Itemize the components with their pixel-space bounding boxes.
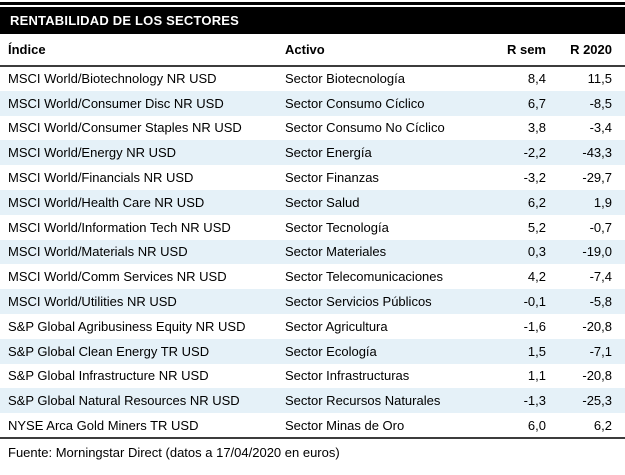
cell-r-2020: 1,9 <box>593 194 612 210</box>
table-row: MSCI World/Energy NR USD Sector Energía … <box>0 140 625 166</box>
page-title: RENTABILIDAD DE LOS SECTORES <box>10 13 240 28</box>
cell-activo: Sector Telecomunicaciones <box>285 269 444 285</box>
cell-r-2020: 6,2 <box>548 413 625 439</box>
cell-activo: Sector Consumo Cíclico <box>285 95 425 111</box>
cell-indice: MSCI World/Materials NR USD <box>8 244 188 260</box>
cell-r-sem: -1,6 <box>523 318 546 334</box>
cell-indice: S&P Global Clean Energy TR USD <box>8 343 210 359</box>
cell-activo: Sector Materiales <box>285 244 387 260</box>
title-bar: RENTABILIDAD DE LOS SECTORES <box>0 7 625 34</box>
sector-returns-table: Índice Activo R sem R 2020 MSCI World/Bi… <box>0 34 625 439</box>
top-rule <box>0 2 625 5</box>
cell-r-2020: -0,7 <box>589 219 612 235</box>
cell-r-sem: 6,2 <box>527 194 546 210</box>
cell-r-sem: 6,0 <box>496 413 548 439</box>
cell-indice: MSCI World/Utilities NR USD <box>8 294 177 310</box>
table-row: S&P Global Clean Energy TR USD Sector Ec… <box>0 338 625 364</box>
cell-r-2020: -5,8 <box>589 294 612 310</box>
cell-r-2020: -29,7 <box>582 170 612 186</box>
cell-activo: Sector Finanzas <box>285 170 379 186</box>
cell-indice: MSCI World/Consumer Disc NR USD <box>8 95 224 111</box>
table-row: MSCI World/Consumer Staples NR USD Secto… <box>0 116 625 141</box>
cell-r-2020: -3,4 <box>589 120 612 136</box>
cell-activo: Sector Recursos Naturales <box>285 393 441 409</box>
cell-indice: S&P Global Agribusiness Equity NR USD <box>8 318 246 334</box>
table-row: MSCI World/Materials NR USD Sector Mater… <box>0 239 625 265</box>
column-header-activo: Activo <box>284 34 496 67</box>
cell-r-sem: -0,1 <box>523 294 546 310</box>
cell-activo: Sector Salud <box>285 194 360 210</box>
cell-r-sem: -2,2 <box>523 145 546 161</box>
cell-r-2020: -20,8 <box>582 368 612 384</box>
cell-activo: Sector Agricultura <box>285 318 388 334</box>
cell-r-2020: -8,5 <box>589 95 612 111</box>
table-row: MSCI World/Health Care NR USD Sector Sal… <box>0 189 625 215</box>
source-note: Fuente: Morningstar Direct (datos a 17/0… <box>8 444 340 460</box>
cell-activo: Sector Servicios Públicos <box>285 294 432 310</box>
cell-activo: Sector Consumo No Cíclico <box>285 120 445 136</box>
column-header-r-sem: R sem <box>496 34 548 67</box>
cell-r-2020: -7,4 <box>589 269 612 285</box>
table-row: MSCI World/Comm Services NR USD Sector T… <box>0 264 625 289</box>
table-row: MSCI World/Financials NR USD Sector Fina… <box>0 165 625 190</box>
column-header-indice: Índice <box>0 34 284 67</box>
cell-r-sem: -3,2 <box>523 170 546 186</box>
cell-activo: Sector Minas de Oro <box>284 413 496 439</box>
cell-indice: S&P Global Natural Resources NR USD <box>8 393 240 409</box>
cell-r-2020: -25,3 <box>582 393 612 409</box>
table-row: NYSE Arca Gold Miners TR USD Sector Mina… <box>0 413 625 439</box>
table-body: MSCI World/Biotechnology NR USD Sector B… <box>0 66 625 439</box>
cell-r-sem: 4,2 <box>527 269 546 285</box>
cell-r-sem: -1,3 <box>523 393 546 409</box>
cell-r-sem: 1,1 <box>527 368 546 384</box>
cell-activo: Sector Infrastructuras <box>285 368 410 384</box>
table-row: S&P Global Agribusiness Equity NR USD Se… <box>0 314 625 339</box>
cell-r-sem: 6,7 <box>527 95 546 111</box>
cell-indice: MSCI World/Health Care NR USD <box>8 194 205 210</box>
cell-indice: MSCI World/Energy NR USD <box>8 145 177 161</box>
cell-r-sem: 0,3 <box>527 244 546 260</box>
table-row: MSCI World/Information Tech NR USD Secto… <box>0 215 625 240</box>
cell-indice: MSCI World/Consumer Staples NR USD <box>8 120 242 136</box>
cell-r-sem: 3,8 <box>527 120 546 136</box>
table-row: S&P Global Infrastructure NR USD Sector … <box>0 364 625 389</box>
cell-r-sem: 5,2 <box>527 219 546 235</box>
cell-r-sem: 8,4 <box>527 71 546 87</box>
cell-indice: S&P Global Infrastructure NR USD <box>8 368 209 384</box>
cell-indice: NYSE Arca Gold Miners TR USD <box>0 413 284 439</box>
table-row: MSCI World/Consumer Disc NR USD Sector C… <box>0 90 625 116</box>
cell-indice: MSCI World/Biotechnology NR USD <box>8 71 217 87</box>
cell-r-2020: -43,3 <box>582 145 612 161</box>
cell-r-2020: 11,5 <box>587 71 612 87</box>
cell-indice: MSCI World/Comm Services NR USD <box>8 269 227 285</box>
cell-r-2020: -20,8 <box>582 318 612 334</box>
cell-activo: Sector Biotecnología <box>285 71 405 87</box>
column-header-r-2020: R 2020 <box>548 34 625 67</box>
cell-activo: Sector Energía <box>285 145 372 161</box>
cell-indice: MSCI World/Financials NR USD <box>8 170 194 186</box>
cell-r-2020: -7,1 <box>589 343 612 359</box>
table-row: MSCI World/Utilities NR USD Sector Servi… <box>0 289 625 314</box>
cell-activo: Sector Ecología <box>285 343 377 359</box>
cell-r-2020: -19,0 <box>582 244 612 260</box>
cell-indice: MSCI World/Information Tech NR USD <box>8 219 231 235</box>
cell-r-sem: 1,5 <box>527 343 546 359</box>
table-row: MSCI World/Biotechnology NR USD Sector B… <box>0 66 625 91</box>
cell-activo: Sector Tecnología <box>285 219 389 235</box>
header-row: Índice Activo R sem R 2020 <box>0 34 625 67</box>
table-row: S&P Global Natural Resources NR USD Sect… <box>0 388 625 414</box>
